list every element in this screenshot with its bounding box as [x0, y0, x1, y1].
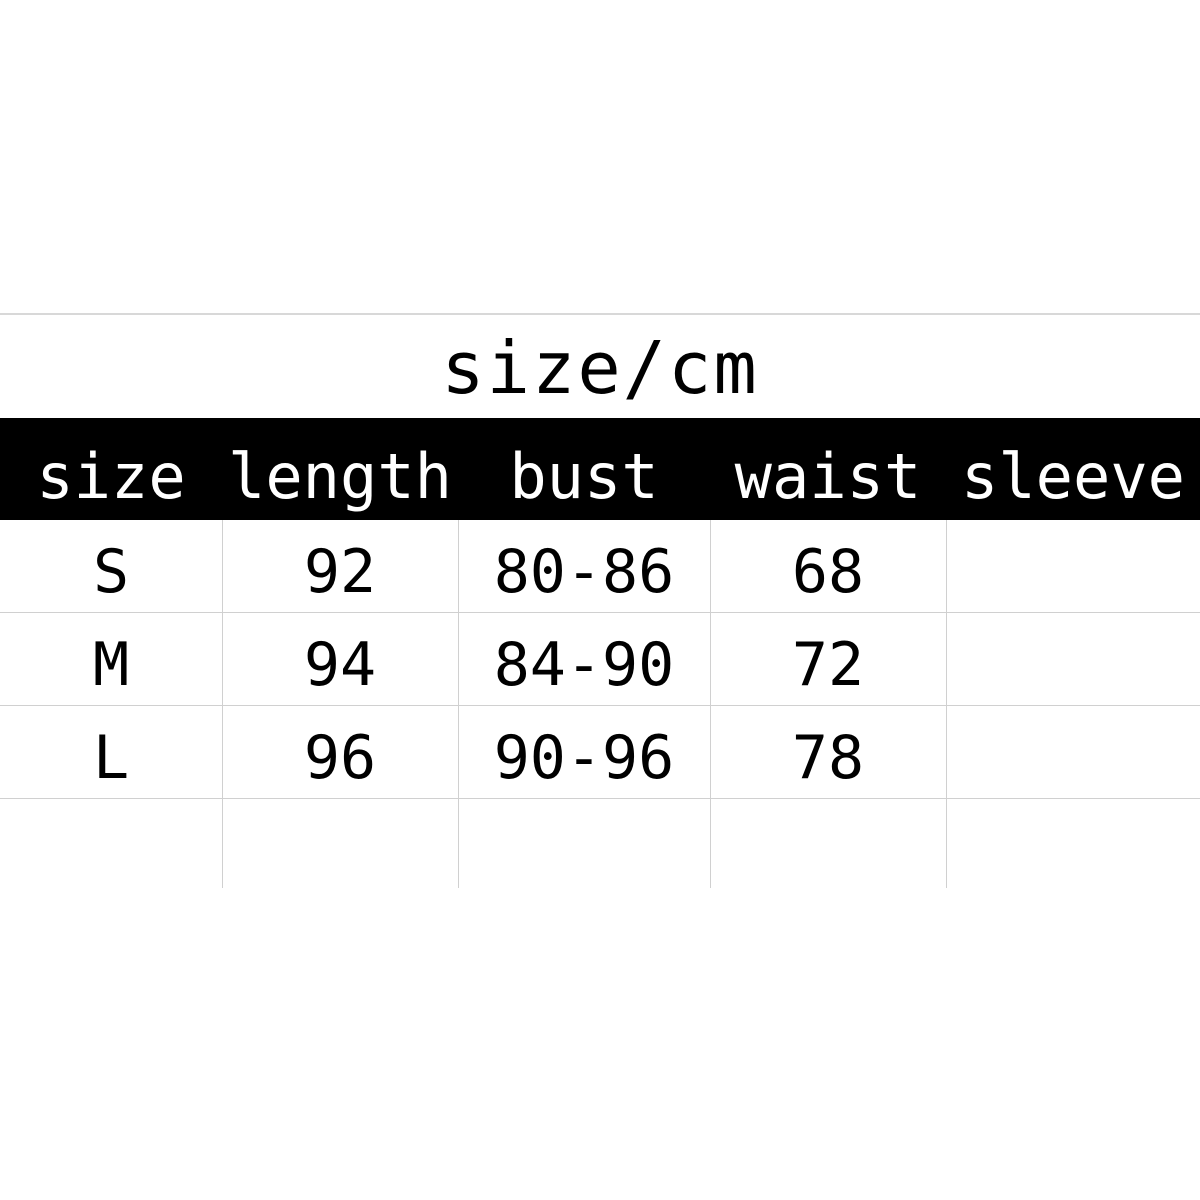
column-divider — [222, 520, 223, 888]
cell-bust: 80-86 — [493, 537, 675, 607]
cell-length: 96 — [303, 723, 377, 793]
table-row: M 94 84-90 72 — [0, 613, 1200, 706]
header-bust: bust — [509, 440, 659, 513]
cell-size: S — [92, 537, 130, 607]
cell-waist: 68 — [791, 537, 865, 607]
header-sleeve: sleeve — [961, 440, 1185, 513]
cell-bust: 90-96 — [493, 723, 675, 793]
column-divider — [710, 520, 711, 888]
column-divider — [458, 520, 459, 888]
table-row: S 92 80-86 68 — [0, 520, 1200, 613]
cell-waist: 72 — [791, 630, 865, 700]
cell-size: L — [92, 723, 130, 793]
cell-length: 92 — [303, 537, 377, 607]
top-border — [0, 313, 1200, 315]
cell-length: 94 — [303, 630, 377, 700]
column-divider — [946, 520, 947, 888]
cell-waist: 78 — [791, 723, 865, 793]
table-title: size/cm — [441, 326, 759, 410]
header-length: length — [228, 440, 452, 513]
header-size: size — [36, 440, 186, 513]
cell-bust: 84-90 — [493, 630, 675, 700]
table-row: L 96 90-96 78 — [0, 706, 1200, 799]
header-waist: waist — [734, 440, 922, 513]
header-row: size length bust waist sleeve — [0, 418, 1200, 520]
cell-size: M — [92, 630, 130, 700]
